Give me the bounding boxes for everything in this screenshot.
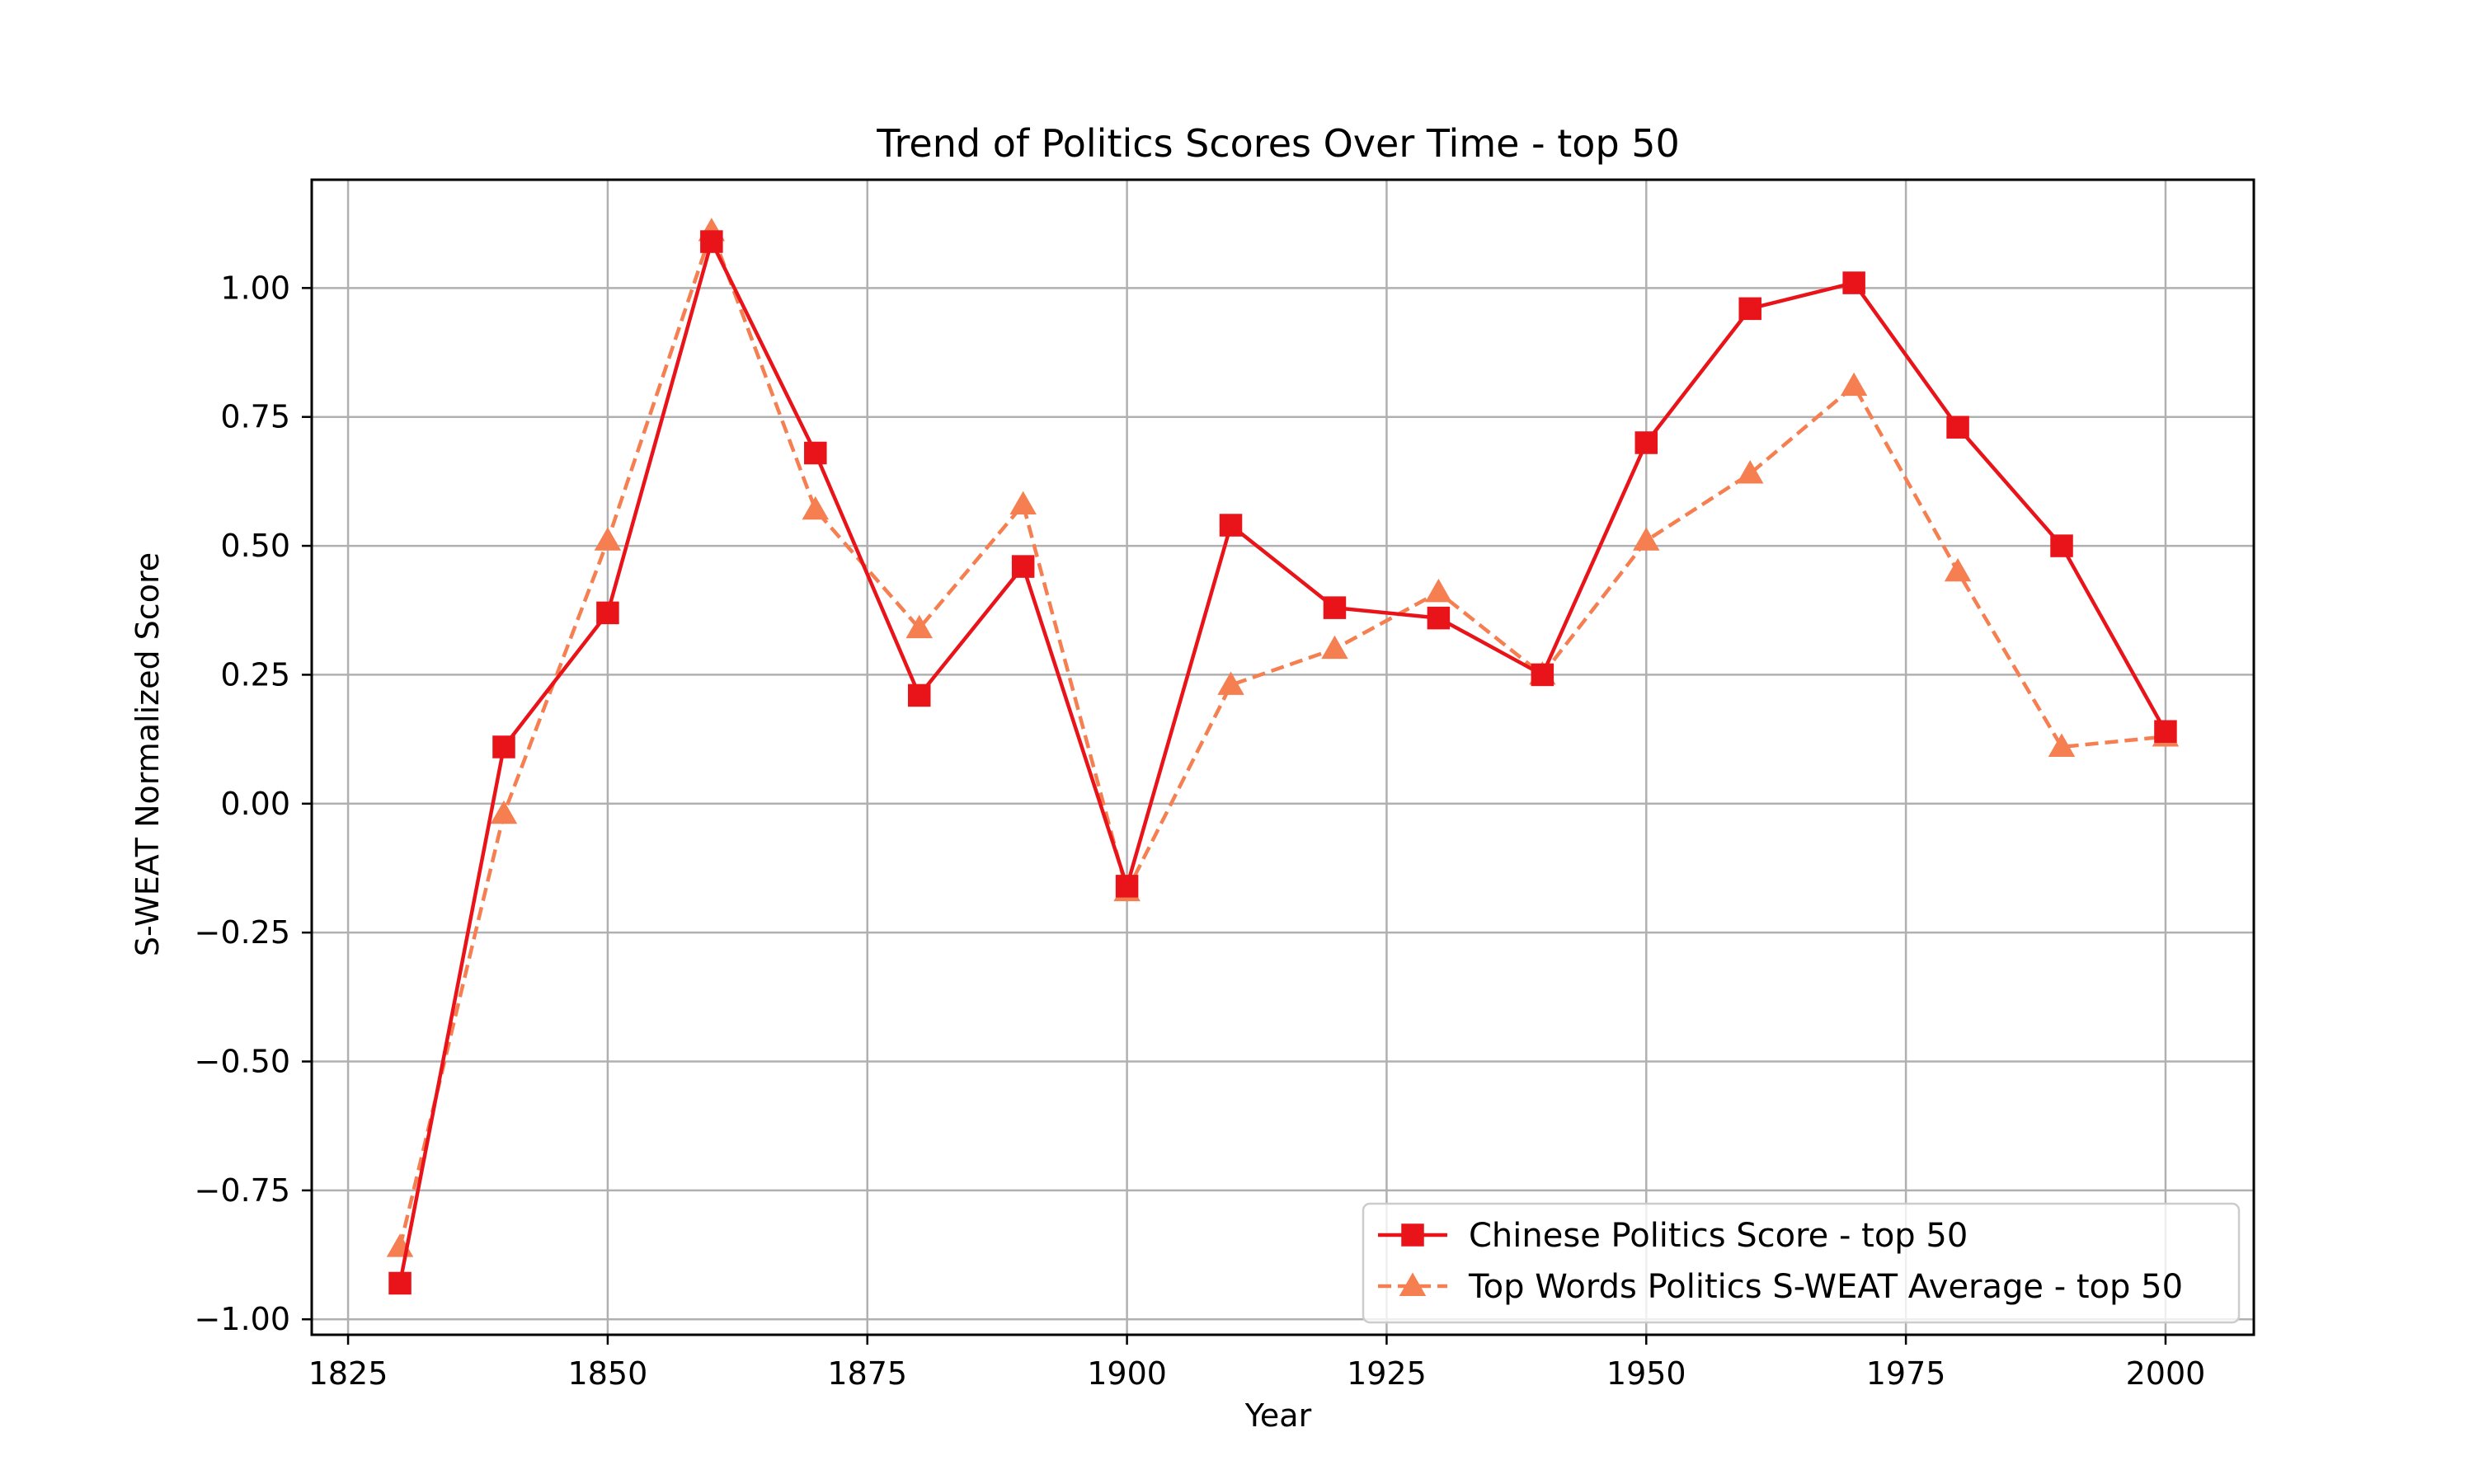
data-point xyxy=(1531,663,1554,687)
x-tick-label: 1850 xyxy=(568,1355,648,1392)
data-point xyxy=(1840,372,1868,397)
y-tick-label: 0.00 xyxy=(220,786,290,822)
y-tick-label: 0.75 xyxy=(220,399,290,435)
data-point xyxy=(1427,606,1451,630)
series-line xyxy=(397,229,2166,1248)
plot-frame xyxy=(310,178,2255,1336)
data-point xyxy=(1634,431,1658,454)
chart-title: Trend of Politics Scores Over Time - top… xyxy=(876,121,1680,166)
x-tick-label: 2000 xyxy=(2126,1355,2206,1392)
data-point xyxy=(700,230,723,253)
y-tick-label: −0.50 xyxy=(195,1044,290,1080)
data-point xyxy=(1842,271,1865,294)
data-point xyxy=(1736,460,1764,484)
x-tick-label: 1950 xyxy=(1606,1355,1686,1392)
data-point xyxy=(1009,491,1037,514)
legend-box xyxy=(1362,1202,2241,1324)
y-tick-label: −0.25 xyxy=(195,914,290,951)
legend: Chinese Politics Score - top 50 Top Words… xyxy=(1362,1202,2241,1324)
series-chinese-politics-score xyxy=(388,230,2177,1295)
data-point xyxy=(802,495,830,520)
x-tick-label: 1900 xyxy=(1087,1355,1167,1392)
data-point xyxy=(596,601,619,625)
series-line xyxy=(397,239,2167,1284)
legend-swatch-marker xyxy=(1399,1272,1427,1296)
legend-label: Top Words Politics S-WEAT Average - top … xyxy=(1468,1268,2183,1306)
y-tick-label: −1.00 xyxy=(195,1301,290,1337)
y-tick-label: 1.00 xyxy=(220,270,290,306)
data-point xyxy=(1944,557,1972,582)
data-point xyxy=(2154,720,2177,743)
y-tick-label: −0.75 xyxy=(195,1172,290,1209)
x-tick-label: 1975 xyxy=(1866,1355,1946,1392)
data-point xyxy=(492,735,515,758)
data-point xyxy=(2048,733,2076,757)
data-point xyxy=(907,683,931,707)
data-point xyxy=(1946,416,1969,439)
data-point xyxy=(490,800,518,824)
x-axis-label: Year xyxy=(1244,1397,1312,1434)
axes: 1825 1850 1875 1900 1925 1950 1975 2000 −1.00 −0.… xyxy=(195,270,2206,1392)
y-axis-label: S-WEAT Normalized Score xyxy=(129,552,166,956)
x-tick-label: 1925 xyxy=(1347,1355,1427,1392)
y-tick-label: 0.25 xyxy=(220,656,290,693)
data-point xyxy=(905,614,933,639)
data-point xyxy=(1321,635,1348,660)
legend-label: Chinese Politics Score - top 50 xyxy=(1469,1217,1968,1255)
data-point xyxy=(1633,527,1660,551)
x-tick-label: 1825 xyxy=(308,1355,388,1392)
data-point xyxy=(1219,514,1243,537)
legend-swatch-marker xyxy=(1401,1223,1424,1247)
grid xyxy=(312,180,2254,1335)
data-point xyxy=(804,441,827,465)
data-point xyxy=(1738,297,1761,321)
y-tick-label: 0.50 xyxy=(220,528,290,564)
data-point xyxy=(1323,596,1347,619)
data-point xyxy=(1425,578,1452,603)
x-tick-label: 1875 xyxy=(827,1355,907,1392)
data-point xyxy=(1115,875,1139,898)
data-point xyxy=(2050,534,2073,557)
data-point xyxy=(388,1271,412,1295)
data-point xyxy=(594,527,622,551)
data-point xyxy=(1011,555,1035,578)
plot-series xyxy=(386,218,2180,1295)
data-point xyxy=(1217,671,1244,695)
